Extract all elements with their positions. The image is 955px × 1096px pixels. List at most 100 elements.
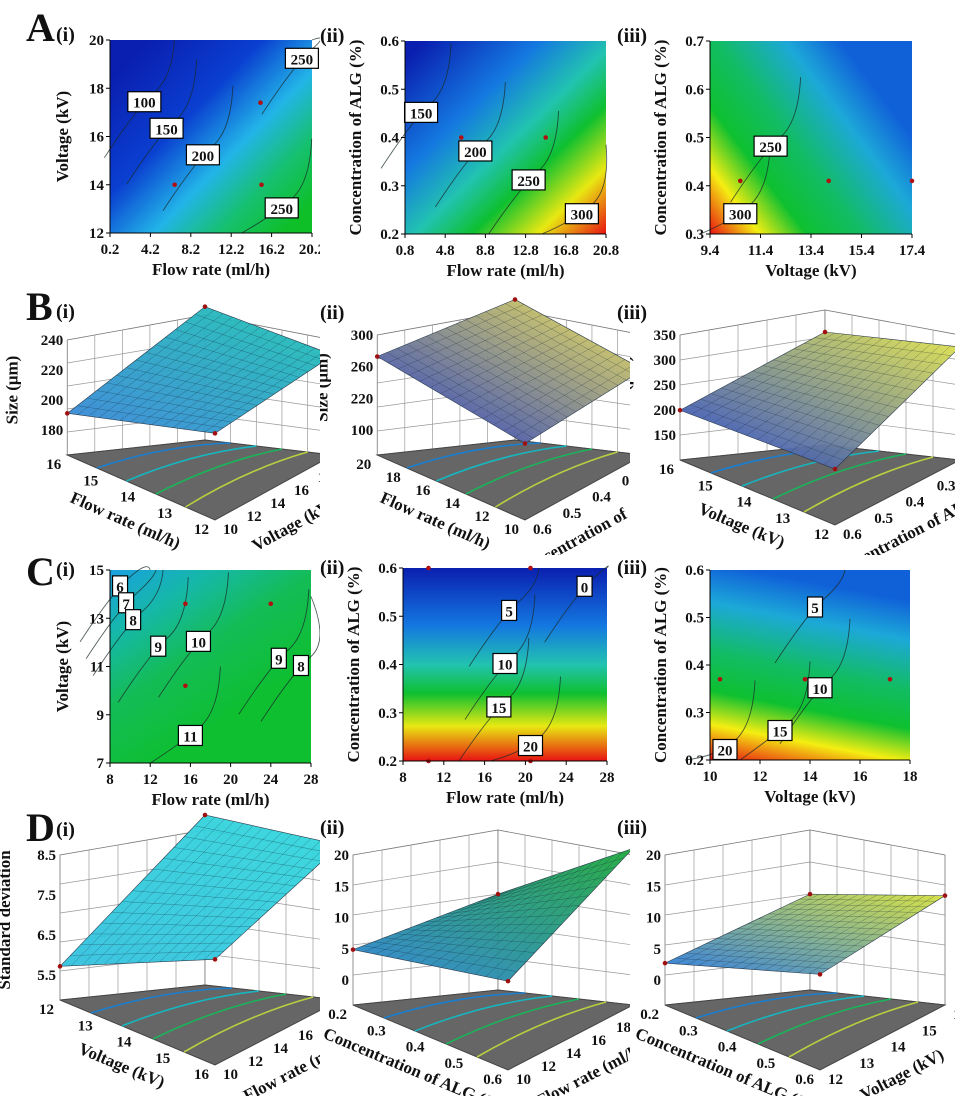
mesh-line (435, 905, 580, 919)
design-point (887, 676, 893, 682)
mesh-line (175, 329, 308, 372)
mesh-line (786, 895, 917, 973)
floor-plane (679, 444, 955, 526)
contour-label: 15 (491, 701, 506, 717)
mesh-line (195, 314, 320, 360)
floor-contour (788, 1001, 919, 1058)
design-point (909, 178, 915, 184)
floor-plane (352, 989, 630, 1071)
mesh-line (801, 343, 932, 457)
x-tick-label: 10 (504, 522, 519, 538)
mesh-line (452, 864, 585, 971)
x-axis-label: Flow rate (ml/h) (152, 260, 270, 279)
x-tick-label: 11.4 (748, 243, 774, 259)
z-tick-label: 15 (646, 879, 661, 895)
y-tick-label: 15 (89, 563, 104, 579)
z-tick-label: 200 (654, 403, 677, 419)
contour-label: 9 (154, 640, 162, 656)
design-point (183, 683, 188, 689)
contour-label: 200 (192, 149, 215, 165)
contour-label: 15 (773, 725, 788, 741)
design-point (259, 182, 264, 188)
floor-contour (383, 992, 526, 1019)
design-point (426, 565, 431, 571)
y-tick-label: 0.3 (380, 179, 399, 195)
contour-line (85, 569, 157, 660)
x-tick-label: 17.4 (899, 243, 926, 259)
grid-line (204, 953, 320, 969)
z-tick-label: 7.5 (37, 888, 56, 904)
z-tick-label: 100 (351, 423, 374, 439)
x-tick-label: 24 (263, 772, 279, 788)
design-point (374, 354, 380, 359)
y-tick-label: 16 (953, 1007, 955, 1023)
design-point (522, 441, 528, 446)
contour-label-box (292, 654, 310, 677)
sub-label-c-iii: (iii) (617, 557, 647, 579)
z-tick-label: 6.5 (37, 928, 56, 944)
y-tick-label: 7 (97, 756, 105, 772)
z-tick-label: 240 (41, 333, 64, 349)
z-tick-label: 20 (646, 848, 661, 864)
floor-contour (121, 990, 260, 1027)
z-tick-label: 300 (351, 328, 374, 344)
y-tick-label: 9 (97, 708, 105, 724)
floor-contour (152, 993, 287, 1040)
sub-label-d-ii: (ii) (320, 817, 345, 839)
z-axis-label: Size (μm) (320, 353, 331, 422)
y-tick-label: 0.6 (533, 522, 552, 538)
contour-label: 7 (122, 597, 130, 613)
floor-contour (465, 448, 593, 495)
contour-plot-a-ii: 150 200 250 300 0.8 4.8 8.8 12.8 16.8 20.8 0.2 0.3 0… (346, 34, 619, 280)
contour-label-box (806, 596, 824, 618)
y-tick-label: 12 (89, 226, 104, 242)
design-point (662, 960, 668, 966)
mesh-line (823, 345, 951, 465)
design-point (832, 466, 838, 472)
sub-label-c-i: (i) (56, 559, 75, 581)
mesh-line (204, 354, 320, 433)
x-tick-label: 13.4 (798, 243, 825, 259)
y-tick-label: 0.3 (622, 473, 630, 489)
y-tick-label: 0.4 (380, 131, 399, 147)
x-axis-label: Flow rate (ml/h) (446, 261, 564, 280)
x-tick-label: 14 (803, 769, 819, 785)
y-tick-label: 14 (89, 178, 105, 194)
x-tick-label: 9.4 (701, 243, 720, 259)
contour-label-box (753, 135, 788, 157)
x-tick-label: 8.2 (181, 242, 200, 258)
y-tick-label: 0.5 (380, 82, 399, 98)
contour-label-box (150, 635, 167, 657)
floor-plane (59, 984, 320, 1066)
mesh-line (441, 867, 576, 968)
mesh-line (148, 831, 283, 963)
y-tick-label: 0.2 (378, 754, 397, 770)
contour-label-box (486, 696, 512, 718)
y-tick-label: 10 (223, 1067, 238, 1083)
z-tick-label: 180 (41, 423, 64, 439)
y-tick-label: 18 (616, 1020, 630, 1036)
mesh-line (145, 352, 283, 389)
y-tick-label: 13 (89, 611, 104, 627)
contour-label: 300 (729, 208, 752, 224)
x-tick-label: 12 (814, 527, 829, 543)
z-tick-label: 250 (654, 378, 677, 394)
sub-label-b-i: (i) (56, 301, 75, 323)
contour-label-box (807, 677, 833, 699)
contour-label: 0 (581, 580, 589, 596)
y-tick-label: 16 (294, 483, 310, 499)
contour-label: 5 (811, 601, 819, 617)
contour-label-box (177, 724, 203, 747)
mesh-line (764, 894, 897, 971)
mesh-line (456, 886, 598, 911)
floor-contour (772, 453, 907, 500)
mesh-line (170, 836, 302, 962)
z-tick-label: 5 (654, 942, 662, 958)
x-tick-label: 8.8 (476, 243, 495, 259)
z-tick-label: 5.5 (37, 968, 56, 984)
x-tick-label: 18 (386, 470, 401, 486)
mesh-line (181, 838, 312, 961)
contour-label-box (284, 47, 319, 69)
design-point (258, 100, 263, 106)
